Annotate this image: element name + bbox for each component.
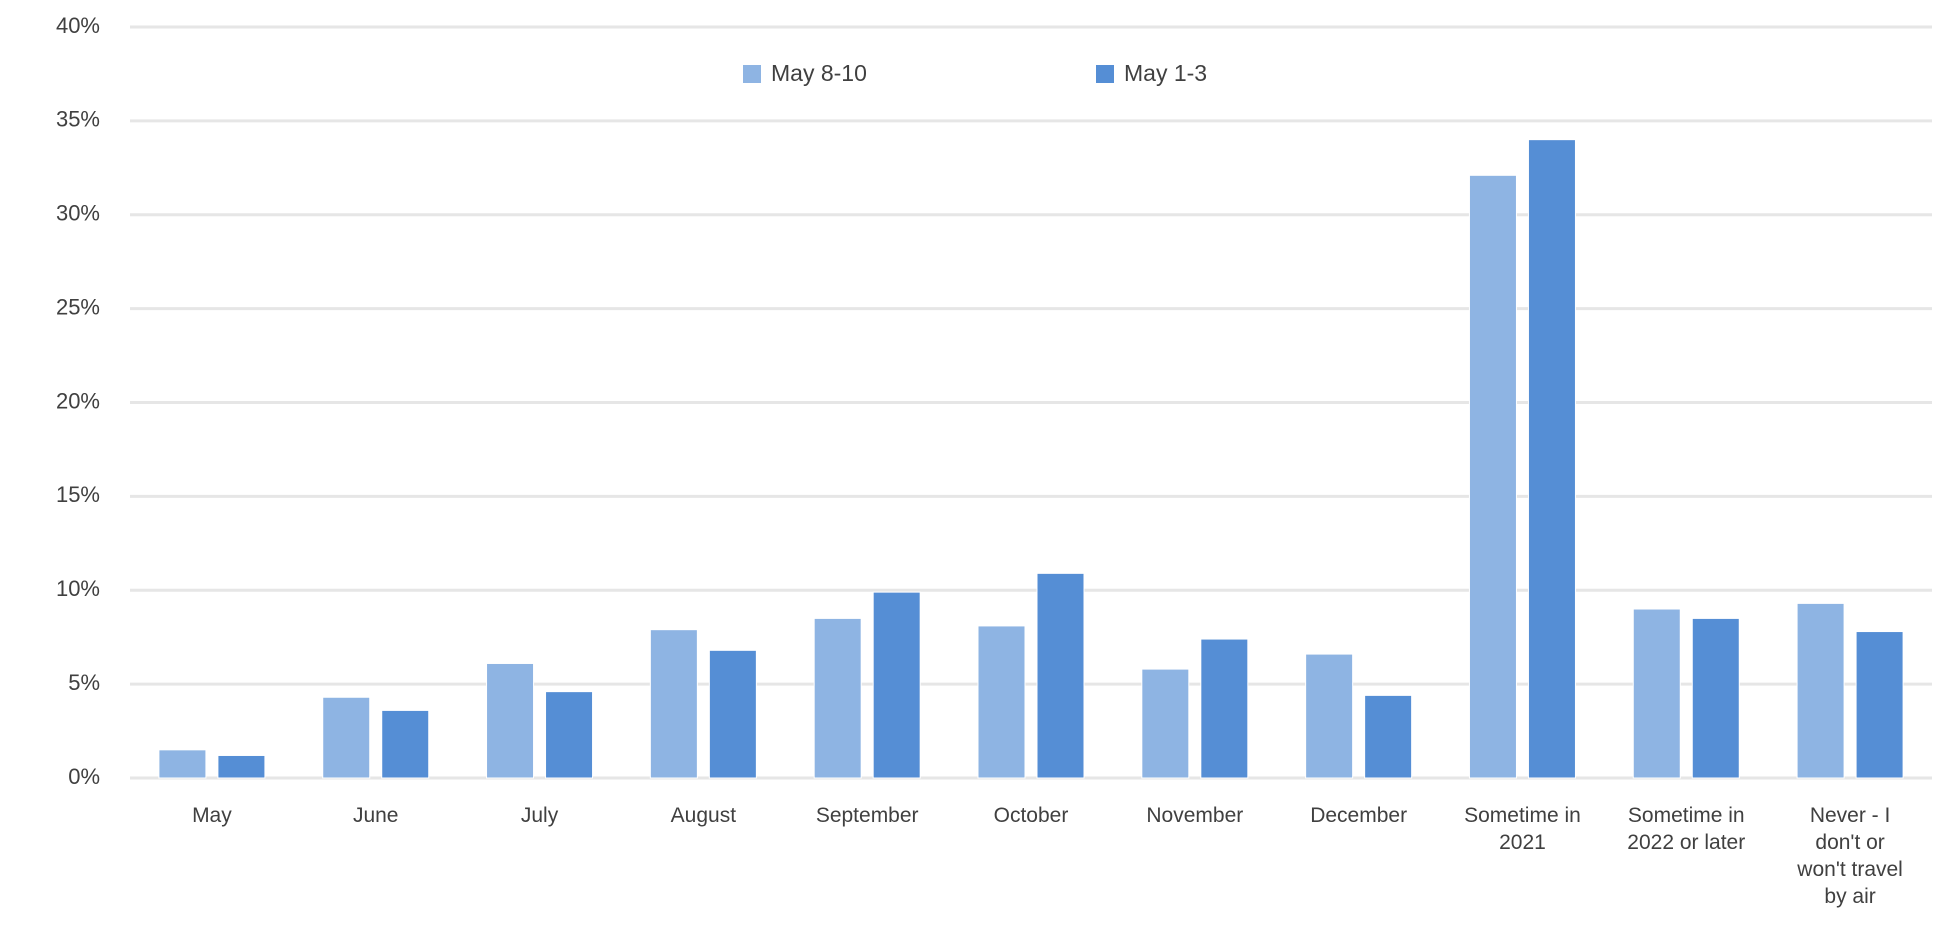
bar — [1632, 608, 1681, 779]
bar — [1364, 694, 1413, 779]
bar — [1527, 139, 1576, 779]
y-tick-label: 5% — [68, 670, 100, 695]
y-tick-label: 25% — [56, 294, 100, 319]
bar — [708, 649, 757, 779]
bar — [545, 691, 594, 779]
y-tick-label: 0% — [68, 764, 100, 789]
x-tick-label: October — [994, 804, 1069, 827]
bar — [1468, 174, 1517, 779]
bar — [217, 754, 266, 779]
bar — [381, 709, 430, 779]
bar — [1141, 668, 1190, 779]
x-tick-label: May — [192, 804, 232, 827]
bar — [1200, 638, 1249, 779]
x-tick-label: July — [521, 804, 559, 827]
x-tick-label: Sometime in 2021 — [1464, 804, 1581, 854]
bar — [872, 591, 921, 779]
x-tick-label: November — [1146, 804, 1243, 827]
bar — [158, 749, 207, 779]
bar — [649, 629, 698, 779]
y-tick-label: 35% — [56, 107, 100, 132]
x-tick-label: August — [671, 804, 737, 827]
bar — [486, 662, 535, 779]
legend-swatch — [743, 65, 761, 83]
legend-label: May 8-10 — [771, 60, 867, 86]
legend-label: May 1-3 — [1124, 60, 1207, 86]
legend-swatch — [1096, 65, 1114, 83]
bar — [322, 696, 371, 779]
y-tick-label: 40% — [56, 13, 100, 38]
y-tick-label: 20% — [56, 388, 100, 413]
x-tick-label: June — [353, 804, 399, 827]
bar — [1691, 617, 1740, 779]
bar — [813, 617, 862, 779]
y-tick-label: 15% — [56, 482, 100, 507]
y-tick-label: 30% — [56, 201, 100, 226]
x-tick-label: September — [816, 804, 919, 827]
bar — [977, 625, 1026, 779]
bar — [1036, 572, 1085, 779]
bar — [1305, 653, 1354, 779]
x-tick-label: December — [1310, 804, 1407, 827]
bar — [1855, 631, 1904, 779]
x-tick-label: Sometime in 2022 or later — [1627, 804, 1745, 854]
bar — [1796, 602, 1845, 779]
y-tick-label: 10% — [56, 576, 100, 601]
